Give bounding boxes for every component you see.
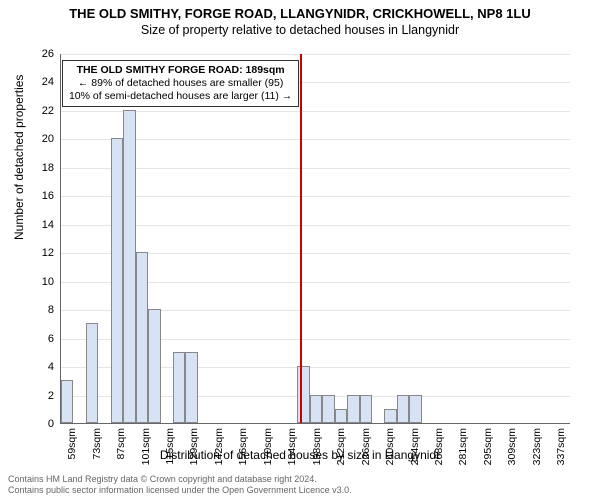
y-axis-label: Number of detached properties bbox=[12, 75, 26, 240]
plot-area: THE OLD SMITHY FORGE ROAD: 189sqm ← 89% … bbox=[60, 54, 570, 424]
histogram-bar bbox=[310, 395, 322, 423]
histogram-bar bbox=[335, 409, 347, 423]
reference-line bbox=[300, 54, 302, 423]
y-tick-label: 2 bbox=[24, 390, 54, 402]
histogram-bar bbox=[123, 110, 135, 423]
title-line1: THE OLD SMITHY, FORGE ROAD, LLANGYNIDR, … bbox=[0, 6, 600, 21]
title-line2: Size of property relative to detached ho… bbox=[0, 23, 600, 37]
histogram-bar bbox=[185, 352, 197, 423]
chart-area: THE OLD SMITHY FORGE ROAD: 189sqm ← 89% … bbox=[60, 54, 570, 424]
annotation-box: THE OLD SMITHY FORGE ROAD: 189sqm ← 89% … bbox=[62, 60, 299, 107]
histogram-bar bbox=[148, 309, 160, 423]
y-tick-label: 16 bbox=[24, 190, 54, 202]
y-tick-label: 22 bbox=[24, 105, 54, 117]
chart-title-block: THE OLD SMITHY, FORGE ROAD, LLANGYNIDR, … bbox=[0, 0, 600, 37]
histogram-bar bbox=[136, 252, 148, 423]
x-axis-label: Distribution of detached houses by size … bbox=[0, 448, 600, 462]
footer-attribution: Contains HM Land Registry data © Crown c… bbox=[8, 474, 352, 496]
annotation-line2: ← 89% of detached houses are smaller (95… bbox=[69, 77, 292, 90]
y-tick-label: 10 bbox=[24, 276, 54, 288]
footer-line1: Contains HM Land Registry data © Crown c… bbox=[8, 474, 352, 485]
y-tick-label: 14 bbox=[24, 219, 54, 231]
y-tick-label: 18 bbox=[24, 162, 54, 174]
histogram-bar bbox=[384, 409, 396, 423]
histogram-bar bbox=[409, 395, 421, 423]
annotation-line1: THE OLD SMITHY FORGE ROAD: 189sqm bbox=[69, 64, 292, 77]
histogram-bar bbox=[61, 380, 73, 423]
y-tick-label: 26 bbox=[24, 48, 54, 60]
histogram-bar bbox=[322, 395, 334, 423]
histogram-bar bbox=[111, 138, 123, 423]
histogram-bar bbox=[173, 352, 185, 423]
histogram-bar bbox=[347, 395, 359, 423]
y-tick-label: 6 bbox=[24, 333, 54, 345]
y-tick-label: 24 bbox=[24, 76, 54, 88]
annotation-line3: 10% of semi-detached houses are larger (… bbox=[69, 90, 292, 103]
y-tick-label: 4 bbox=[24, 361, 54, 373]
y-tick-label: 20 bbox=[24, 133, 54, 145]
histogram-bar bbox=[297, 366, 309, 423]
y-tick-label: 8 bbox=[24, 304, 54, 316]
histogram-bar bbox=[397, 395, 409, 423]
footer-line2: Contains public sector information licen… bbox=[8, 485, 352, 496]
histogram-bar bbox=[86, 323, 98, 423]
histogram-bar bbox=[360, 395, 372, 423]
y-tick-label: 0 bbox=[24, 418, 54, 430]
y-tick-label: 12 bbox=[24, 247, 54, 259]
histogram-bars bbox=[61, 54, 570, 423]
